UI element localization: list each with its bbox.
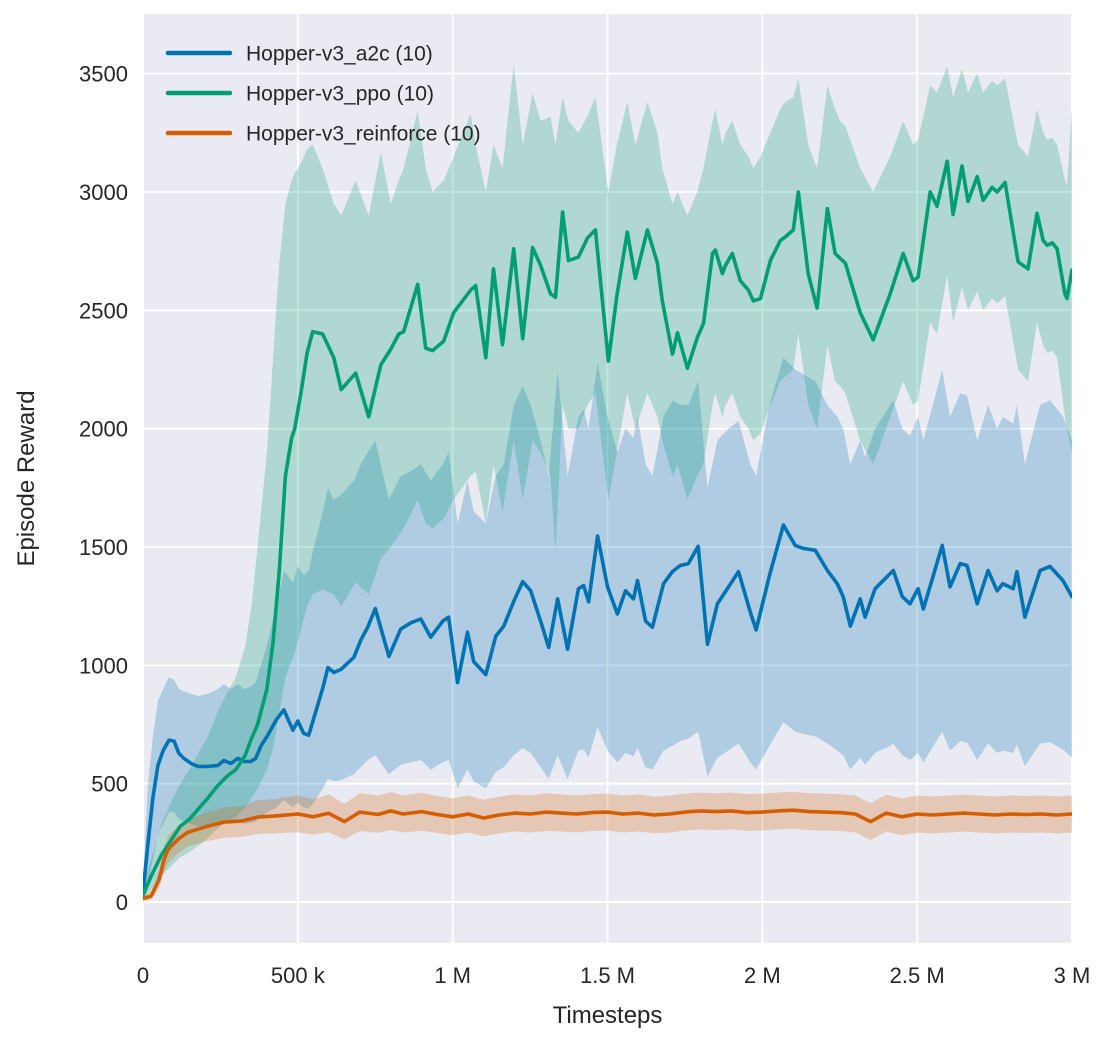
y-tick-label: 2500 — [79, 298, 128, 323]
confidence-band-hopper-v3-ppo-10- — [143, 64, 1072, 900]
legend-item: Hopper-v3_a2c (10) — [165, 43, 433, 66]
legend-label: Hopper-v3_a2c (10) — [246, 43, 433, 66]
legend-label: Hopper-v3_reinforce (10) — [246, 123, 481, 146]
legend-label: Hopper-v3_ppo (10) — [246, 83, 434, 106]
x-tick-label: 0 — [137, 963, 149, 988]
confidence-band-hopper-v3-reinforce-10- — [143, 791, 1072, 901]
y-tick-label: 2000 — [79, 417, 128, 442]
legend-item: Hopper-v3_ppo (10) — [165, 83, 434, 106]
series-line-hopper-v3-reinforce-10- — [143, 808, 1072, 901]
legend-item: Hopper-v3_reinforce (10) — [165, 123, 481, 146]
series-marks — [143, 64, 1072, 901]
y-tick-label: 1000 — [79, 653, 128, 678]
y-tick-label: 3000 — [79, 180, 128, 205]
x-tick-label: 2 M — [744, 963, 781, 988]
y-tick-label: 3500 — [79, 62, 128, 87]
y-axis-label: Episode Reward — [13, 390, 40, 566]
legend: Hopper-v3_a2c (10) Hopper-v3_ppo (10) Hopp… — [165, 43, 481, 146]
x-tick-label: 500 k — [271, 963, 326, 988]
confidence-band-hopper-v3-a2c-10- — [143, 357, 1072, 900]
x-axis-label: Timesteps — [553, 1002, 663, 1029]
series-line-hopper-v3-a2c-10- — [143, 523, 1072, 895]
x-tick-label: 1 M — [434, 963, 471, 988]
x-tick-label: 3 M — [1054, 963, 1091, 988]
x-tick-label: 1.5 M — [580, 963, 635, 988]
series-line-hopper-v3-ppo-10- — [143, 159, 1072, 897]
y-tick-label: 1500 — [79, 535, 128, 560]
y-tick-label: 0 — [116, 890, 128, 915]
y-tick-label: 500 — [91, 772, 128, 797]
x-tick-label: 2.5 M — [890, 963, 945, 988]
grid — [142, 14, 1073, 943]
